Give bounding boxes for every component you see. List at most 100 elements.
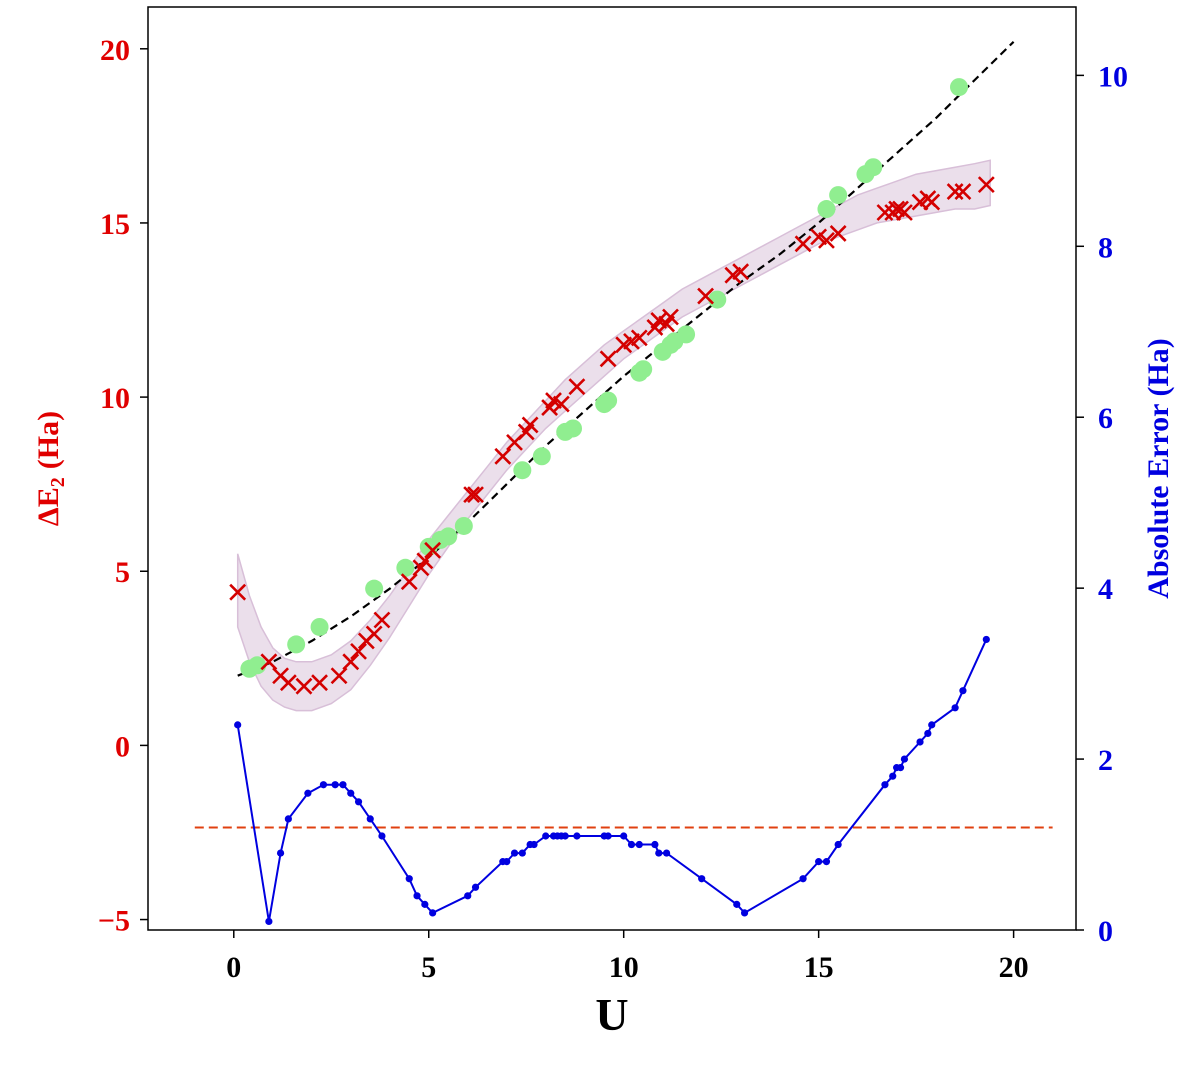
left-tick-label: 10 <box>100 382 130 415</box>
circle-point <box>513 461 532 480</box>
left-tick-label: −5 <box>98 905 130 938</box>
error-point <box>405 875 413 883</box>
error-point <box>378 832 386 840</box>
left-y-axis-label-unit: (Ha) <box>32 411 65 469</box>
circle-point <box>439 527 458 546</box>
x-point <box>896 204 913 221</box>
circle-point <box>864 158 883 177</box>
error-point <box>471 883 480 891</box>
x-point <box>350 642 367 660</box>
left-y-axis-label-sub: 2 <box>47 477 69 487</box>
right-tick-label: 0 <box>1098 915 1113 948</box>
error-point <box>518 849 526 857</box>
x-point <box>794 235 812 253</box>
error-point <box>347 789 355 797</box>
error-point <box>916 738 924 746</box>
x-point <box>424 541 442 559</box>
x-point <box>295 677 313 695</box>
circle-marker-layer <box>240 78 969 678</box>
error-point <box>733 900 741 908</box>
error-point <box>627 840 636 849</box>
right-tick-label: 8 <box>1098 231 1113 264</box>
x-point <box>829 224 847 242</box>
circle-point <box>677 325 696 344</box>
x-point <box>818 231 835 249</box>
error-point <box>503 858 511 866</box>
circle-point <box>950 78 969 97</box>
error-point <box>510 849 519 857</box>
circle-point <box>396 558 415 577</box>
error-point <box>573 832 581 840</box>
error-point <box>651 840 659 849</box>
error-point <box>354 798 363 806</box>
x-point <box>467 486 484 504</box>
error-point <box>620 832 628 840</box>
circle-point <box>564 419 583 438</box>
error-point <box>982 635 990 644</box>
left-y-axis-label-base: ΔE <box>32 487 65 526</box>
x-point <box>311 674 328 692</box>
x-point <box>373 611 391 629</box>
error-point <box>959 687 967 695</box>
error-point <box>740 909 749 917</box>
x-point <box>599 350 617 368</box>
x-point <box>400 573 418 591</box>
circle-point <box>708 290 727 309</box>
x-point <box>330 667 348 685</box>
error-point <box>655 849 663 857</box>
left-y-axis-label: ΔE2 (Ha) <box>32 411 69 526</box>
circle-point <box>454 516 473 535</box>
error-point <box>900 755 909 763</box>
dashed-fit-layer <box>237 41 1015 677</box>
x-point <box>494 447 512 465</box>
x-point <box>876 204 894 221</box>
x-point <box>342 653 360 671</box>
circle-point <box>634 360 653 379</box>
error-point <box>834 840 842 849</box>
x-point <box>923 193 941 211</box>
error-point <box>799 875 807 883</box>
error-point <box>339 781 347 789</box>
error-point <box>413 892 421 900</box>
error-point <box>464 892 472 900</box>
plot-frame <box>147 6 1077 931</box>
x-point <box>365 625 383 643</box>
right-tick-label: 10 <box>1098 60 1128 93</box>
error-point <box>331 781 339 789</box>
x-point <box>954 183 972 201</box>
right-tick-label: 6 <box>1098 402 1113 435</box>
left-tick-label: 20 <box>100 34 130 67</box>
circle-point <box>287 635 306 654</box>
x-point <box>662 308 679 326</box>
dashed-fit-line <box>237 41 1015 677</box>
error-point <box>234 721 242 729</box>
error-line-layer <box>234 635 990 926</box>
x-tick-label: 5 <box>421 951 436 984</box>
error-point <box>319 781 328 789</box>
circle-point <box>829 186 848 205</box>
x-point <box>521 416 539 434</box>
right-tick-label: 2 <box>1098 744 1113 777</box>
x-point <box>552 395 570 413</box>
x-tick-label: 15 <box>804 951 834 984</box>
circle-point <box>599 391 618 410</box>
error-point <box>429 909 437 917</box>
right-tick-label: 4 <box>1098 573 1113 606</box>
error-point <box>284 815 292 823</box>
error-point <box>635 840 643 849</box>
x-tick-label: 10 <box>609 951 639 984</box>
error-point <box>698 875 706 883</box>
x-point <box>463 486 481 504</box>
x-marker-layer <box>229 176 995 695</box>
x-tick-label: 20 <box>999 951 1029 984</box>
x-point <box>260 653 278 671</box>
x-point <box>229 583 247 601</box>
circle-point <box>365 579 384 598</box>
x-point <box>630 329 648 347</box>
error-point <box>951 704 959 712</box>
error-point <box>662 849 671 857</box>
error-point <box>421 900 429 908</box>
error-point <box>881 781 889 789</box>
